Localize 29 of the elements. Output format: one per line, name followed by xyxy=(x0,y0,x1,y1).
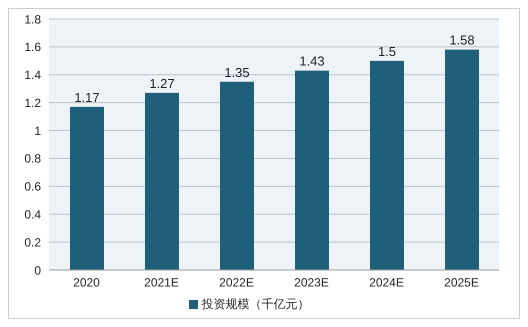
y-tick-label: 0.4 xyxy=(24,207,42,222)
data-label: 1.5 xyxy=(378,44,396,59)
x-tick-label: 2021E xyxy=(144,276,179,290)
data-label: 1.27 xyxy=(149,76,175,91)
bar xyxy=(145,92,179,270)
data-label: 1.35 xyxy=(224,64,250,80)
y-tick-label: 1.2 xyxy=(24,96,42,110)
x-tick-label: 2022E xyxy=(219,276,254,290)
data-label: 1.43 xyxy=(299,54,325,69)
y-tick-label: 0.6 xyxy=(24,180,42,194)
y-tick-label: 0.8 xyxy=(24,152,42,166)
x-tick-label: 2023E xyxy=(294,276,329,290)
legend-label: 投资规模（千亿元） xyxy=(202,297,310,311)
y-tick-label: 1 xyxy=(34,124,42,138)
x-tick-label: 2020 xyxy=(73,276,100,290)
y-tick-label: 1.8 xyxy=(24,12,42,26)
y-tick-label: 1.4 xyxy=(24,68,42,82)
y-tick-label: 0.2 xyxy=(24,235,42,250)
x-tick-label: 2024E xyxy=(369,276,404,290)
bar xyxy=(370,60,404,270)
bar xyxy=(70,106,104,270)
bar xyxy=(295,70,329,270)
bar xyxy=(445,50,479,270)
y-tick-label: 1.6 xyxy=(24,40,42,54)
data-label: 1.58 xyxy=(449,32,475,48)
bar xyxy=(220,82,254,270)
data-label: 1.17 xyxy=(74,90,100,105)
y-tick-label: 0 xyxy=(34,263,42,278)
x-tick-label: 2025E xyxy=(444,276,479,290)
